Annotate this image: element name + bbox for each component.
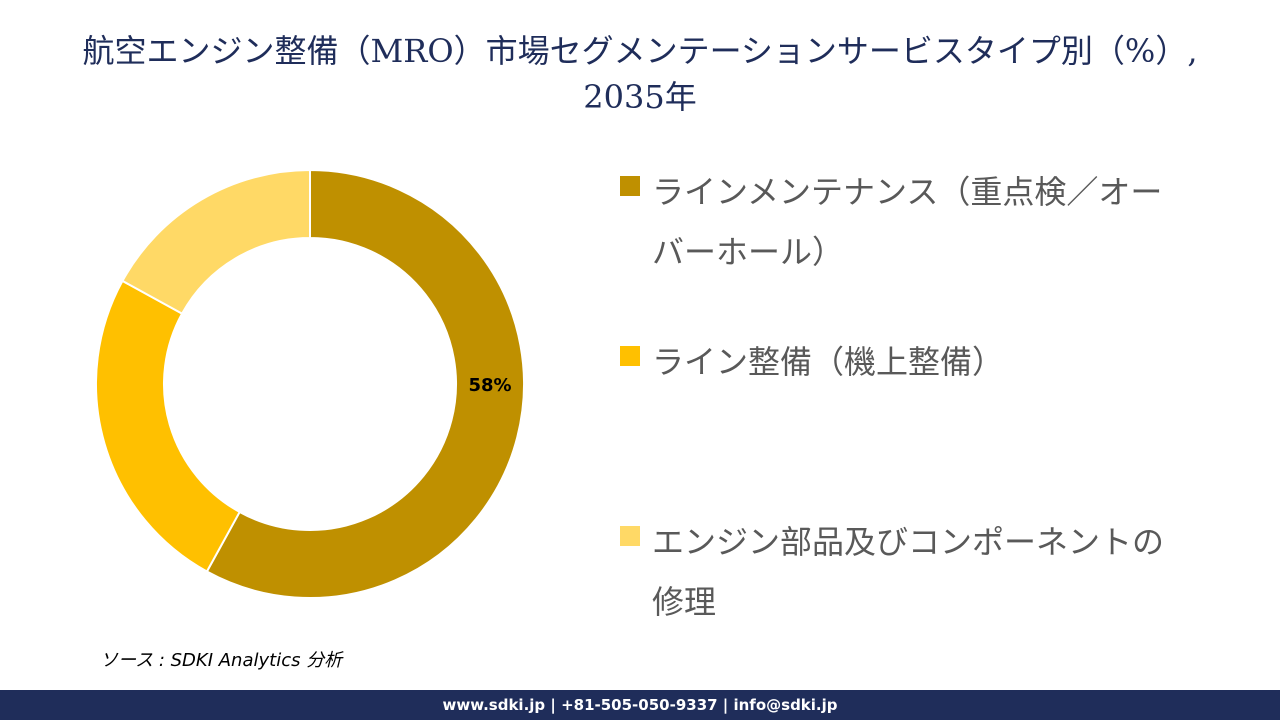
chart: 58% — [95, 168, 525, 599]
chart-title: 航空エンジン整備（MRO）市場セグメンテーションサービスタイプ別（%）, 203… — [82, 32, 1198, 116]
legend-label: エンジン部品及びコンポーネントの修理 — [652, 523, 1165, 621]
donut-segment — [121, 168, 311, 316]
data-label: 58% — [468, 375, 511, 396]
legend-swatch — [620, 176, 640, 196]
legend-item: エンジン部品及びコンポーネントの修理 — [620, 512, 1180, 632]
legend-swatch — [620, 346, 640, 366]
donut-segment — [205, 168, 525, 599]
legend-item: ライン整備（機上整備） — [620, 332, 1180, 392]
legend-label: ライン整備（機上整備） — [652, 343, 1005, 381]
legend-label: ラインメンテナンス（重点検／オーバーホール） — [652, 173, 1163, 271]
legend-swatch — [620, 526, 640, 546]
source: ソース : SDKI Analytics 分析 — [100, 650, 343, 671]
footer: www.sdki.jp | +81-505-050-9337 | info@sd… — [0, 690, 1280, 720]
legend-item: ラインメンテナンス（重点検／オーバーホール） — [620, 162, 1180, 282]
donut-segment — [95, 279, 242, 573]
